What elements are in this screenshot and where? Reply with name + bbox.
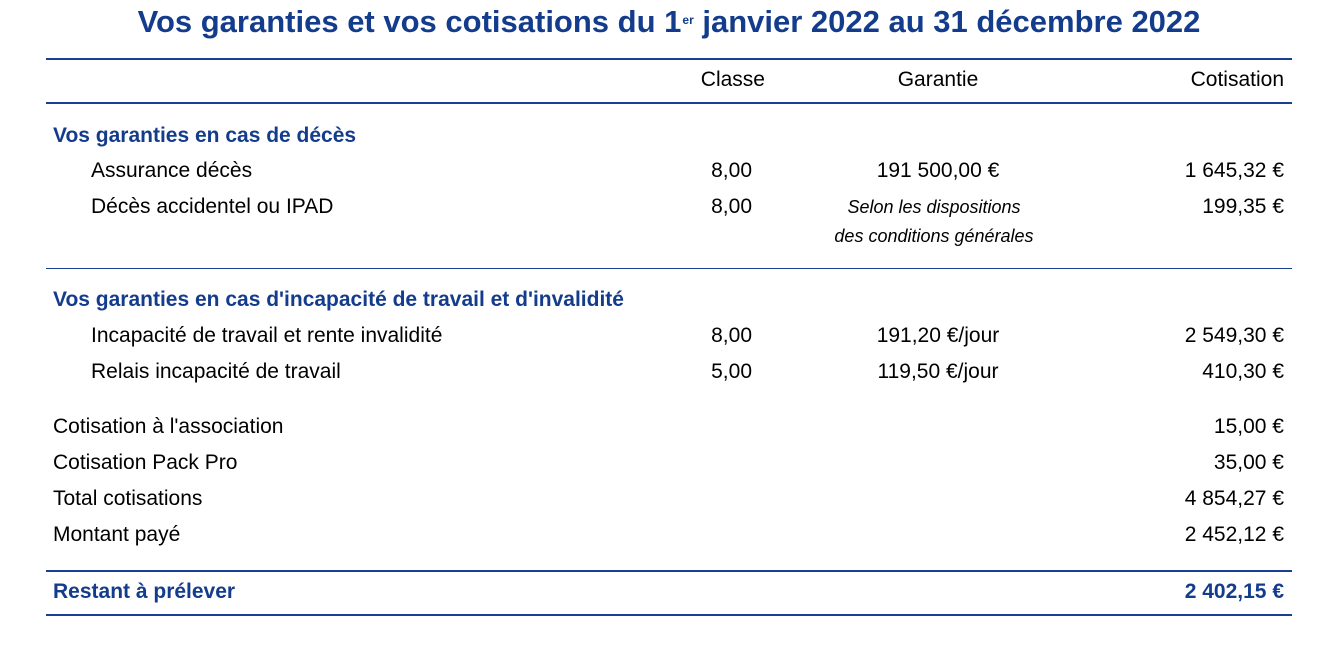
page-title: Vos garanties et vos cotisations du 1er … xyxy=(137,4,1201,39)
row-label: Assurance décès xyxy=(91,159,253,182)
rule-summary-top xyxy=(46,570,1292,572)
note-line: Selon les dispositions xyxy=(847,197,1021,217)
row-label: Relais incapacité de travail xyxy=(91,360,341,383)
summary-label: Total cotisations xyxy=(53,487,203,510)
row-garantie: 191,20 €/jour xyxy=(876,324,1000,347)
header-cotisation: Cotisation xyxy=(1190,68,1284,91)
rule-header xyxy=(46,102,1292,104)
header-garantie: Garantie xyxy=(897,68,979,91)
remaining-value: 2 402,15 € xyxy=(1184,580,1284,603)
row-classe: 8,00 xyxy=(711,195,752,218)
rule-section-divider xyxy=(46,268,1292,269)
row-cotisation: 1 645,32 € xyxy=(1184,159,1284,182)
summary-label: Montant payé xyxy=(53,523,181,546)
row-cotisation: 199,35 € xyxy=(1202,195,1284,218)
section-heading-deces: Vos garanties en cas de décès xyxy=(53,124,357,147)
row-classe: 8,00 xyxy=(711,324,752,347)
section-heading-incapacite: Vos garanties en cas d'incapacité de tra… xyxy=(53,288,624,311)
remaining-label: Restant à prélever xyxy=(53,580,236,603)
summary-value: 2 452,12 € xyxy=(1184,523,1284,546)
summary-label: Cotisation à l'association xyxy=(53,415,284,438)
title-superscript: er xyxy=(682,13,694,27)
summary-value: 4 854,27 € xyxy=(1184,487,1284,510)
summary-label: Cotisation Pack Pro xyxy=(53,451,238,474)
note-line: des conditions générales xyxy=(834,226,1034,246)
row-label: Décès accidentel ou IPAD xyxy=(91,195,334,218)
row-cotisation: 410,30 € xyxy=(1202,360,1284,383)
row-classe: 5,00 xyxy=(711,360,752,383)
rule-top xyxy=(46,58,1292,60)
summary-value: 15,00 € xyxy=(1213,415,1284,438)
row-garantie: 119,50 €/jour xyxy=(877,360,999,383)
header-classe: Classe xyxy=(700,68,765,91)
row-label: Incapacité de travail et rente invalidit… xyxy=(91,324,443,347)
row-cotisation: 2 549,30 € xyxy=(1184,324,1284,347)
summary-value: 35,00 € xyxy=(1213,451,1284,474)
row-garantie-note: Selon les dispositions des conditions gé… xyxy=(778,193,1090,251)
rule-bottom xyxy=(46,614,1292,616)
row-classe: 8,00 xyxy=(711,159,752,182)
row-garantie: 191 500,00 € xyxy=(876,159,1000,182)
